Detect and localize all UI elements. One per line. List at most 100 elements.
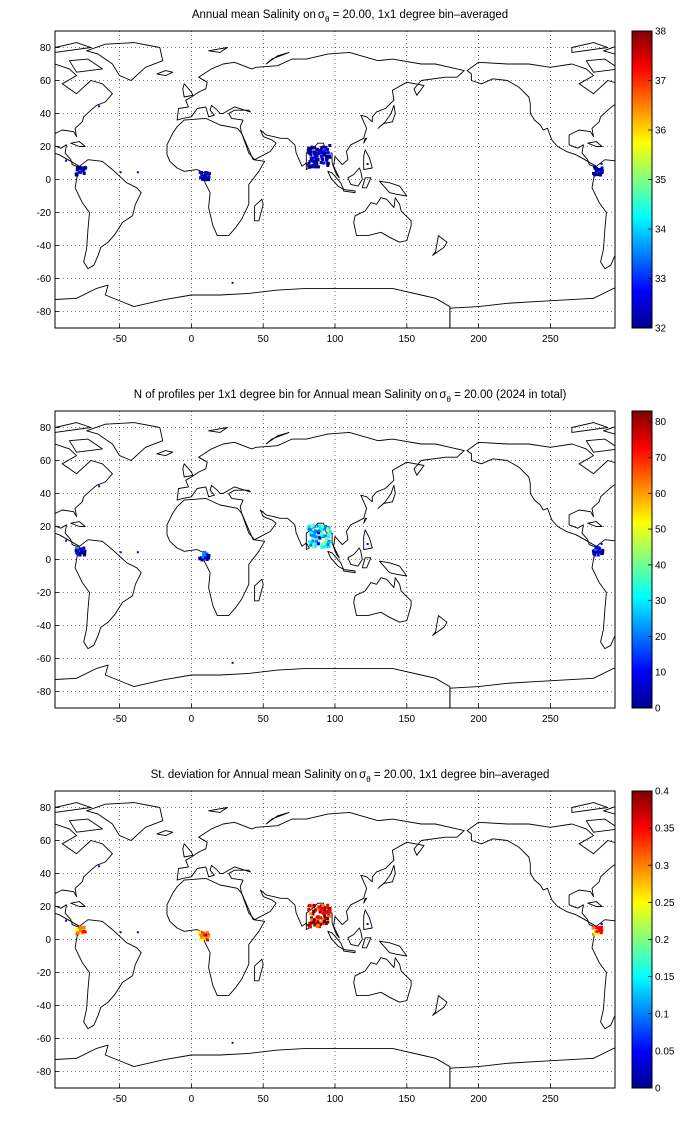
colorbar-tick-label: 36 xyxy=(655,126,667,137)
data-cell xyxy=(310,145,314,149)
data-cell xyxy=(321,911,325,915)
data-cell xyxy=(202,174,206,178)
data-cell xyxy=(204,936,208,940)
data-cell xyxy=(313,524,317,528)
coastline-ellesmere xyxy=(571,802,609,813)
coastline-new-zealand xyxy=(432,995,448,1016)
data-speck xyxy=(366,923,369,925)
data-cell xyxy=(323,541,327,545)
data-cell xyxy=(320,534,324,538)
data-cell xyxy=(322,145,325,149)
coastline-baffin xyxy=(68,818,103,833)
coastline-south-america xyxy=(74,159,142,270)
data-cell xyxy=(322,906,326,910)
coastline-java xyxy=(343,948,356,954)
x-tick-label: 50 xyxy=(258,1094,270,1105)
colorbar-tick-label: 60 xyxy=(655,489,667,500)
coastline-philippines xyxy=(363,909,373,931)
x-tick-label: 0 xyxy=(189,1094,195,1105)
y-tick-label: 20 xyxy=(40,142,52,153)
data-cell xyxy=(600,171,604,174)
x-tick-label: 200 xyxy=(470,714,487,725)
data-cell xyxy=(321,161,325,165)
data-cell xyxy=(315,163,319,167)
data-cell xyxy=(319,154,323,158)
colorbar-tick-label: 38 xyxy=(655,27,667,38)
coastline-cuba xyxy=(70,141,86,147)
data-cell xyxy=(313,163,317,167)
data-speck xyxy=(366,543,369,545)
data-cell xyxy=(328,914,332,918)
coastline-greenland xyxy=(86,42,164,81)
x-tick-label: 250 xyxy=(542,334,559,345)
data-cell xyxy=(312,146,316,149)
coastline-antarctica xyxy=(449,667,615,708)
data-cell xyxy=(309,164,313,168)
data-cell xyxy=(599,931,603,935)
data-cell xyxy=(75,173,79,177)
data-speck xyxy=(136,551,139,554)
data-cell xyxy=(78,552,82,556)
data-cell xyxy=(597,929,601,933)
data-cell xyxy=(203,176,207,180)
data-cell xyxy=(326,542,330,546)
data-speck xyxy=(98,105,101,108)
x-tick-label: 150 xyxy=(398,334,415,345)
data-cell xyxy=(326,151,330,155)
data-cell xyxy=(83,552,87,556)
x-tick-label: 250 xyxy=(542,1094,559,1105)
data-cell xyxy=(324,922,328,926)
coastline-philippines xyxy=(363,149,373,171)
data-cell xyxy=(327,539,331,543)
x-tick-label: 0 xyxy=(189,714,195,725)
coastline-ellesmere xyxy=(571,422,609,433)
coastline-svalbard xyxy=(208,47,228,53)
data-cell xyxy=(80,166,84,170)
data-cell xyxy=(598,550,602,554)
coastline-eurasia xyxy=(176,51,465,179)
data-blob xyxy=(591,545,605,557)
std-deviation-panel: St. deviation for Annual mean Salinity o… xyxy=(0,760,696,1130)
colorbar-tick-label: 0.4 xyxy=(655,787,669,798)
data-cell xyxy=(74,549,78,553)
data-cell xyxy=(596,549,600,553)
data-cell xyxy=(203,551,207,555)
coastline-africa xyxy=(166,117,266,237)
colorbar-tick-label: 40 xyxy=(655,560,667,571)
data-cell xyxy=(200,935,204,939)
data-cell xyxy=(206,938,209,942)
data-cell xyxy=(199,176,203,180)
data-cell xyxy=(82,930,86,933)
data-cell xyxy=(199,938,203,942)
data-cell xyxy=(309,912,313,916)
data-cell xyxy=(323,534,327,538)
y-tick-label: 0 xyxy=(45,555,51,566)
data-cell xyxy=(313,545,317,548)
data-cell xyxy=(316,923,320,927)
data-cell xyxy=(75,168,79,172)
coastline-ellesmere xyxy=(55,42,92,53)
data-cell xyxy=(309,531,313,535)
coastline-australia xyxy=(353,957,412,1003)
coastline-cuba xyxy=(70,521,86,527)
data-blob xyxy=(197,930,211,942)
coastline-borneo xyxy=(347,167,363,187)
coastline-sri-lanka xyxy=(305,542,310,551)
data-cell xyxy=(75,551,79,555)
data-cell xyxy=(597,171,601,175)
data-cell xyxy=(202,933,206,937)
y-tick-label: -20 xyxy=(37,588,52,599)
coastline-java xyxy=(343,188,356,194)
data-cell xyxy=(320,542,324,546)
data-cell xyxy=(600,166,604,170)
coastline-antarctica xyxy=(449,287,615,328)
colorbar-tick-label: 0.25 xyxy=(655,898,675,909)
data-cell xyxy=(79,928,83,932)
data-cell xyxy=(80,169,84,173)
data-cell xyxy=(309,533,313,537)
coastline-taiwan xyxy=(363,137,368,144)
coastline-greenland xyxy=(86,422,164,461)
data-cell xyxy=(318,910,322,914)
data-cell xyxy=(76,930,80,934)
coastline-ellesmere xyxy=(55,422,92,433)
